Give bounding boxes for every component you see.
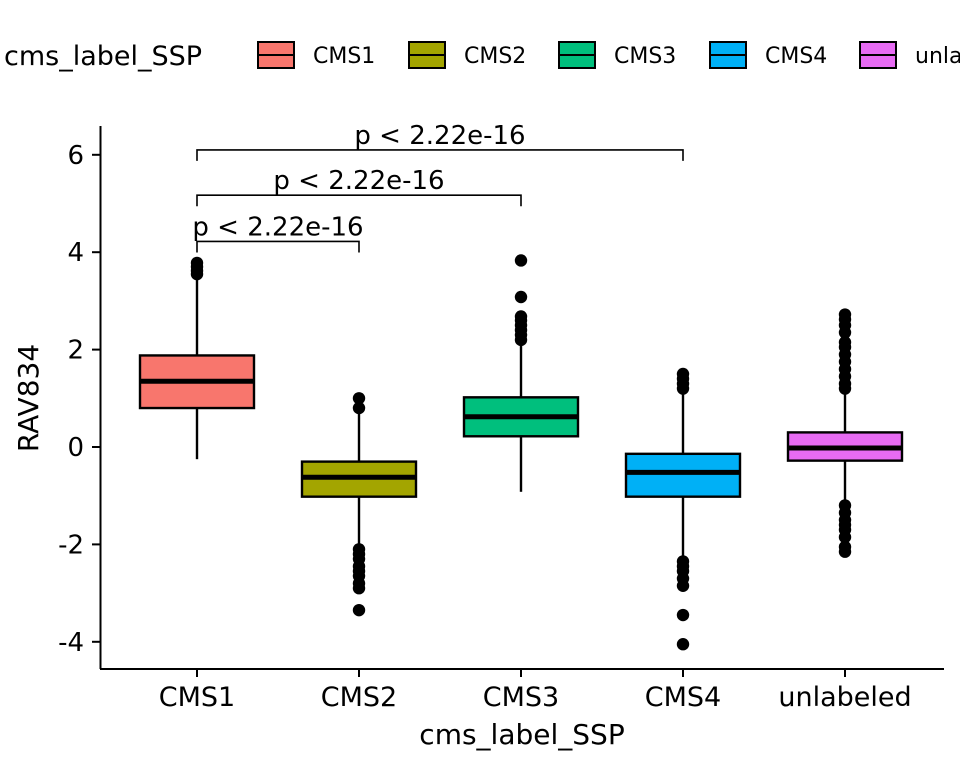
outlier-cms2-10 — [352, 603, 366, 617]
significance-bracket-2: p < 2.22e-16 — [196, 121, 684, 161]
p-value-label-0: p < 2.22e-16 — [192, 212, 363, 242]
plot-area: p < 2.22e-16p < 2.22e-16p < 2.22e-16 -4-… — [58, 121, 944, 713]
x-tick-label-cms4: CMS4 — [645, 682, 721, 713]
outlier-cms2-9 — [352, 582, 366, 595]
outlier-unlabeled-11 — [838, 308, 852, 321]
x-tick-label-cms2: CMS2 — [321, 682, 397, 713]
significance-bracket-0: p < 2.22e-16 — [192, 212, 364, 253]
outlier-cms2-0 — [352, 401, 366, 415]
bracket-line-0 — [196, 240, 360, 253]
y-tick-label--4: -4 — [58, 628, 84, 658]
x-axis-title: cms_label_SSP — [419, 718, 624, 751]
p-value-label-1: p < 2.22e-16 — [273, 166, 444, 196]
boxes — [138, 254, 904, 651]
outlier-cms4-10 — [676, 638, 690, 651]
x-tick-label-cms3: CMS3 — [483, 682, 559, 713]
y-tick-label--2: -2 — [58, 530, 84, 560]
significance-bracket-1: p < 2.22e-16 — [196, 166, 522, 207]
outlier-unlabeled-19 — [838, 545, 852, 558]
legend-entry-cms3: CMS3 — [558, 41, 676, 69]
outlier-cms3-7 — [514, 254, 528, 267]
legend-entry-unla: unla — [859, 41, 960, 69]
outlier-cms2-1 — [352, 392, 366, 405]
legend-label-cms2: CMS2 — [464, 44, 526, 69]
x-axis-ticks: CMS1 CMS2 CMS3 CMS4 unlabeled — [159, 669, 912, 713]
outlier-cms3-5 — [514, 310, 528, 323]
outlier-cms3-6 — [514, 290, 528, 304]
y-tick-label-4: 4 — [67, 238, 84, 268]
significance-annotations: p < 2.22e-16 p < 2.22e-16 p < 2.22e-16 — [192, 121, 684, 253]
box-cms4 — [624, 452, 742, 498]
legend-entry-cms2: CMS2 — [408, 41, 526, 69]
outlier-cms4-8 — [676, 579, 690, 592]
box-group-cms3 — [462, 254, 580, 492]
x-tick-label-unlabeled: unlabeled — [778, 682, 911, 713]
outlier-cms4-3 — [676, 367, 690, 381]
outlier-cms4-9 — [676, 608, 690, 622]
legend-label-cms4: CMS4 — [765, 44, 827, 69]
y-tick-label-2: 2 — [67, 336, 84, 366]
legend-entry-cms4: CMS4 — [709, 41, 827, 69]
x-tick-label-cms1: CMS1 — [159, 682, 235, 713]
box-group-cms1 — [138, 256, 256, 460]
box-group-cms4 — [624, 367, 742, 651]
legend: cms_label_SSP CMS1 CMS2 CMS3 CMS4 unla — [4, 41, 960, 72]
legend-label-unla: unla — [915, 44, 960, 69]
y-tick-label-0: 0 — [67, 433, 84, 463]
bracket-line-2 — [196, 149, 684, 161]
legend-title: cms_label_SSP — [4, 41, 202, 72]
legend-entries: CMS1 CMS2 CMS3 CMS4 unla — [257, 41, 960, 69]
p-value-label-2: p < 2.22e-16 — [354, 121, 525, 151]
legend-label-cms1: CMS1 — [313, 44, 375, 69]
bracket-line-1 — [196, 194, 522, 207]
y-axis-title: RAV834 — [12, 344, 45, 452]
box-group-cms2 — [300, 392, 418, 617]
y-tick-label-6: 6 — [67, 141, 84, 171]
outlier-unlabeled-7 — [838, 336, 852, 349]
y-axis-ticks: -4 -2 0 2 4 6 — [58, 141, 100, 658]
outlier-cms1-3 — [190, 256, 204, 270]
legend-label-cms3: CMS3 — [614, 44, 676, 69]
outlier-unlabeled-17 — [838, 530, 852, 544]
legend-entry-cms1: CMS1 — [257, 41, 375, 69]
box-group-unlabeled — [786, 308, 904, 558]
